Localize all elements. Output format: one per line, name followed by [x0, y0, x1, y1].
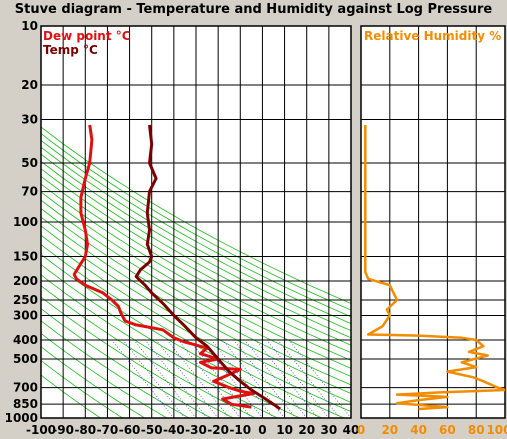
legend-dewpoint: Dew point °C [43, 29, 131, 43]
dry-adiabat-line [41, 146, 351, 325]
x-tick-label: -20 [207, 423, 229, 437]
x-tick-label: 10 [276, 423, 293, 437]
rh-panel-title: Relative Humidity % [364, 29, 501, 43]
dry-adiabat-line [41, 153, 351, 332]
dry-adiabat-line [41, 274, 278, 418]
x-tick-label: 20 [298, 423, 315, 437]
x-tick-label: 0 [258, 423, 266, 437]
dry-adiabat-line [41, 253, 323, 418]
y-tick-label: 50 [21, 156, 38, 170]
rh-x-tick-label: 20 [381, 423, 398, 437]
dewpoint-line [72, 124, 256, 409]
temperature-line [134, 124, 281, 411]
dry-adiabat-line [41, 126, 351, 304]
x-tick-label: -40 [163, 423, 185, 437]
y-tick-label: 700 [13, 381, 38, 395]
dry-adiabat-line [41, 264, 300, 418]
dry-adiabat-line [41, 244, 345, 418]
x-tick-label: 30 [321, 423, 338, 437]
dry-adiabat-line [41, 225, 351, 403]
rh-grid [360, 25, 506, 419]
y-tick-label: 100 [13, 215, 38, 229]
rh-x-tick-label: 100% [486, 423, 507, 437]
x-tick-label: -80 [74, 423, 96, 437]
dry-adiabat-line [41, 207, 351, 386]
dry-adiabat-line [41, 346, 145, 418]
dry-adiabat-line [41, 360, 123, 418]
dry-adiabat-line [41, 320, 190, 418]
x-tick-label: -70 [97, 423, 119, 437]
axis-labels: 1020305070100150200250300400500700850100… [5, 19, 507, 437]
y-tick-label: 1000 [5, 411, 38, 425]
y-tick-label: 850 [13, 397, 38, 411]
dry-adiabat-line [41, 285, 256, 418]
x-tick-label: -60 [119, 423, 141, 437]
rh-x-tick-label: 0 [357, 423, 365, 437]
y-tick-label: 250 [13, 293, 38, 307]
x-tick-label: -30 [185, 423, 207, 437]
y-tick-label: 200 [13, 274, 38, 288]
main-series [72, 124, 281, 411]
dry-adiabat-line [41, 175, 351, 354]
legend-temp: Temp °C [43, 43, 98, 57]
y-tick-label: 70 [21, 185, 38, 199]
rh-plot-border [360, 25, 506, 419]
y-tick-label: 30 [21, 113, 38, 127]
x-tick-label: -90 [52, 423, 74, 437]
rh-x-tick-label: 40 [410, 423, 427, 437]
y-tick-label: 400 [13, 333, 38, 347]
rh-line [364, 125, 505, 411]
dry-adiabat-line [41, 160, 351, 339]
x-tick-label: -50 [141, 423, 163, 437]
dry-adiabat-line [41, 139, 351, 318]
dry-adiabat-line [41, 191, 351, 369]
x-tick-label: -100 [26, 423, 56, 437]
chart-title: Stuve diagram - Temperature and Humidity… [14, 2, 493, 17]
main-grid [40, 25, 352, 419]
y-tick-label: 500 [13, 352, 38, 366]
dry-adiabat-line [41, 296, 234, 418]
y-tick-label: 300 [13, 309, 38, 323]
main-plot-border [40, 25, 352, 419]
rh-series [364, 125, 505, 411]
dry-adiabat-line [41, 333, 168, 418]
dry-adiabat-line [41, 374, 101, 418]
rh-x-tick-label: 80 [468, 423, 485, 437]
y-tick-label: 20 [21, 78, 38, 92]
dry-adiabat-line [41, 183, 351, 361]
y-tick-label: 10 [21, 19, 38, 33]
dry-adiabat-line [41, 216, 351, 394]
rh-x-tick-label: 60 [439, 423, 456, 437]
x-tick-label: -10 [229, 423, 251, 437]
x-tick-label: 40 [343, 423, 360, 437]
dry-adiabat-line [41, 308, 212, 418]
y-tick-label: 150 [13, 250, 38, 264]
